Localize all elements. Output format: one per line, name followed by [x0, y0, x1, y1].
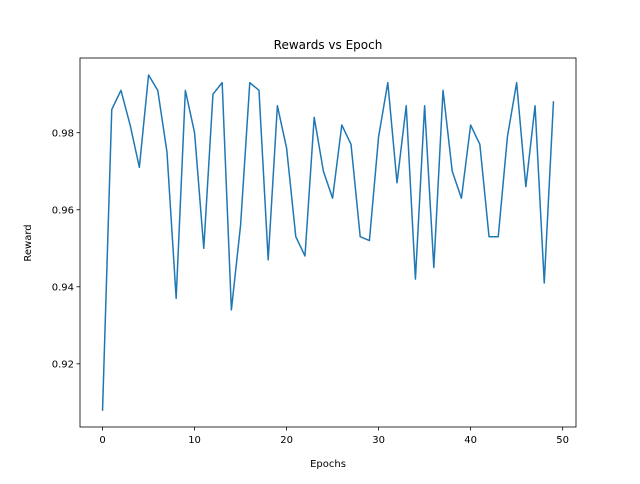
plot-area: [80, 58, 576, 427]
x-tick-label: 20: [280, 435, 293, 446]
x-tick-label: 40: [464, 435, 477, 446]
x-tick-label: 0: [99, 435, 105, 446]
y-tick-label: 0.92: [52, 359, 74, 370]
chart-title: Rewards vs Epoch: [274, 38, 383, 52]
series-layer: [101, 74, 555, 411]
y-axis-label: Reward: [23, 224, 34, 261]
plot-frame: [79, 57, 577, 428]
x-axis-label: Epochs: [310, 459, 346, 470]
series-line-0: [101, 74, 555, 411]
y-axis-ticks: 0.92 0.94 0.96 0.98: [52, 128, 80, 370]
y-tick-label: 0.98: [52, 128, 74, 139]
y-tick-label: 0.96: [52, 205, 74, 216]
x-axis-ticks: 0 10 20 30 40 50: [99, 427, 569, 446]
y-tick-label: 0.94: [52, 282, 74, 293]
x-tick-label: 10: [188, 435, 201, 446]
x-tick-label: 50: [556, 435, 569, 446]
x-tick-label: 30: [372, 435, 385, 446]
